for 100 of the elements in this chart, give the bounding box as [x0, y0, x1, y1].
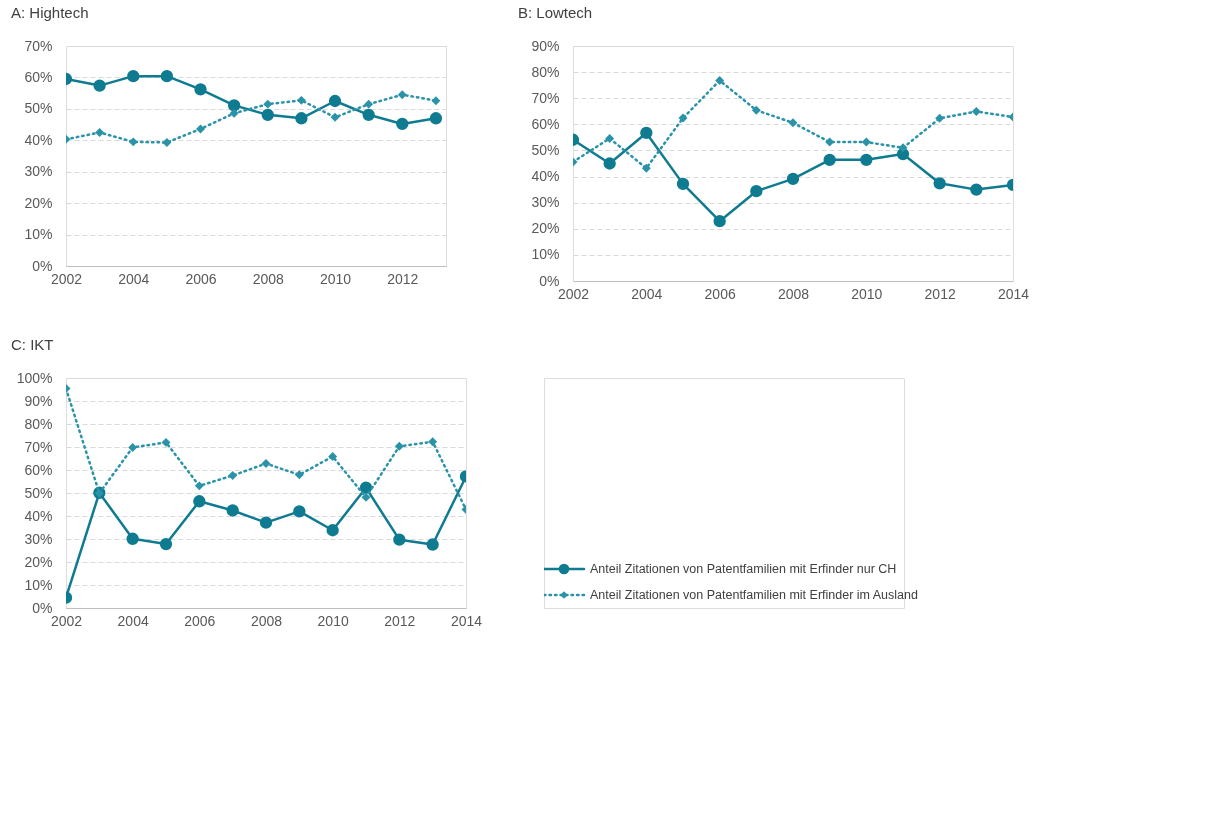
point [228, 471, 238, 480]
point [194, 83, 207, 96]
point [160, 70, 174, 83]
point [397, 90, 407, 100]
y-tick-label: 0% [539, 272, 560, 289]
point [362, 108, 375, 121]
point [161, 437, 171, 447]
point [128, 442, 138, 452]
x-tick-label: 2010 [317, 612, 349, 629]
point [361, 492, 371, 502]
point [971, 107, 981, 117]
point [95, 127, 105, 137]
point [898, 143, 908, 153]
chart-title: C: IKT [11, 336, 54, 353]
y-tick-label: 0% [32, 257, 53, 274]
x-tick-label: 2002 [50, 612, 83, 629]
y-tick-label: 100% [16, 369, 53, 386]
point [330, 112, 340, 122]
y-tick-label: 70% [24, 438, 53, 455]
point [678, 113, 688, 123]
point [431, 96, 441, 106]
x-tick-label: 2008 [252, 270, 285, 287]
y-tick-label: 60% [24, 461, 53, 478]
point [860, 153, 873, 166]
y-tick-label: 40% [531, 168, 560, 185]
point [193, 495, 206, 508]
y-tick-label: 10% [24, 576, 53, 593]
x-tick-label: 2010 [319, 270, 352, 287]
point [93, 79, 106, 92]
point [393, 533, 406, 546]
point [162, 138, 172, 147]
point [396, 117, 409, 131]
y-tick-label: 70% [24, 37, 53, 54]
point [786, 172, 800, 186]
y-tick-label: 80% [24, 415, 53, 432]
y-tick-label: 20% [24, 553, 53, 570]
y-tick-label: 50% [531, 141, 560, 158]
point [126, 532, 139, 545]
point [641, 163, 651, 173]
point [226, 504, 239, 517]
y-tick-label: 20% [531, 220, 560, 237]
x-tick-label: 2004 [117, 612, 149, 629]
y-tick-label: 90% [24, 392, 53, 409]
y-tick-label: 60% [24, 68, 53, 85]
x-tick-label: 2008 [250, 612, 283, 629]
y-tick-label: 0% [32, 599, 53, 616]
point [263, 99, 273, 109]
point [713, 215, 726, 228]
point [229, 108, 239, 118]
point [394, 441, 404, 451]
x-tick-label: 2012 [387, 270, 419, 287]
x-tick-label: 2006 [704, 285, 736, 302]
point [426, 538, 439, 551]
y-tick-label: 50% [24, 100, 53, 117]
point [861, 137, 871, 147]
point [328, 451, 338, 461]
x-tick-label: 2014 [997, 285, 1030, 302]
y-tick-label: 80% [531, 63, 560, 80]
point [751, 105, 761, 115]
y-tick-label: 30% [24, 530, 53, 547]
point [428, 437, 438, 447]
point [935, 113, 945, 123]
y-tick-label: 20% [24, 194, 53, 211]
point [788, 118, 798, 128]
point [194, 481, 204, 491]
y-tick-label: 50% [24, 484, 53, 501]
x-tick-label: 2012 [384, 612, 416, 629]
point [261, 459, 271, 469]
point [605, 133, 615, 143]
point [328, 94, 342, 108]
point [750, 185, 763, 198]
point [823, 153, 836, 166]
point [294, 470, 304, 480]
y-tick-label: 70% [531, 89, 560, 106]
point [676, 177, 690, 191]
x-tick-label: 2002 [50, 270, 83, 287]
chart-title: A: Hightech [11, 4, 89, 21]
point [603, 157, 616, 170]
point [640, 126, 653, 140]
y-tick-label: 60% [531, 115, 560, 132]
legend-label: Anteil Zitationen von Patentfamilien mit Erfinder im Ausland [590, 588, 918, 602]
y-tick-label: 40% [24, 131, 53, 148]
chart-title: B: Lowtech [518, 4, 593, 21]
x-tick-label: 2002 [557, 285, 590, 302]
point [715, 75, 725, 85]
point [429, 112, 443, 125]
x-tick-label: 2014 [450, 612, 483, 629]
y-tick-label: 90% [531, 37, 560, 54]
x-tick-label: 2006 [185, 270, 217, 287]
y-tick-label: 40% [24, 507, 53, 524]
point [296, 95, 306, 105]
point [933, 177, 946, 190]
y-tick-label: 30% [531, 194, 560, 211]
x-tick-label: 2004 [118, 270, 150, 287]
point [364, 99, 374, 109]
point [293, 505, 306, 518]
point [295, 112, 308, 125]
point [261, 108, 274, 121]
point [259, 516, 273, 529]
point [196, 124, 205, 134]
